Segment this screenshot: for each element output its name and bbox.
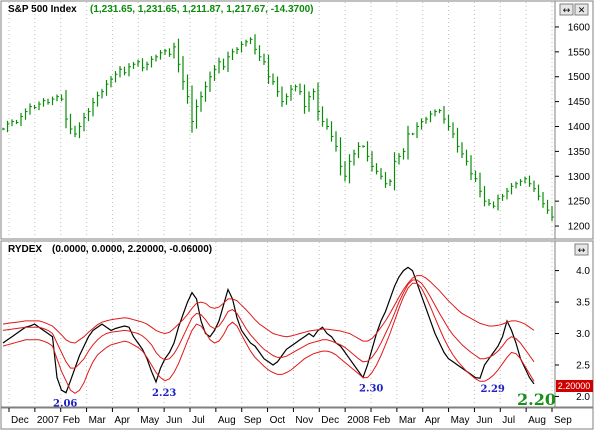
price-series [2, 34, 554, 222]
rydex-y-tick-label: 3.5 [576, 298, 590, 309]
last-value-label: 2.20000 [558, 381, 591, 391]
rydex-panel-frame [0, 240, 594, 408]
time-axis-label: Apr [114, 415, 130, 426]
rydex-ratio-line [2, 266, 535, 394]
rydex-y-tick-label: 2.0 [576, 392, 590, 403]
rydex-band-line [2, 275, 535, 344]
time-axis-label: Mar [399, 415, 417, 426]
rydex-y-tick-label: 4.0 [576, 266, 590, 277]
time-axis-label: 2007 [37, 415, 60, 426]
price-expand-icon: ↔ [563, 6, 571, 16]
price-close-icon: ✕ [578, 6, 586, 16]
low-annotation: 2.23 [152, 388, 176, 399]
time-axis-label: Dec [321, 415, 339, 426]
price-y-tick-label: 1600 [568, 22, 591, 33]
time-axis: Dec 2007 Feb Mar Apr May Jun Jul Aug Sep Oct Nov Dec… [0, 407, 594, 430]
price-y-tick-label: 1450 [568, 97, 591, 108]
time-axis-label: Jun [476, 415, 492, 426]
price-y-tick-label: 1300 [568, 172, 591, 183]
time-axis-label: Oct [270, 415, 286, 426]
time-axis-strip [0, 407, 594, 430]
rydex-annotations: 2.06 2.23 2.30 2.29 [53, 384, 505, 410]
last-value-badge [556, 380, 593, 392]
time-axis-label: Aug [528, 415, 546, 426]
rydex-band-line [2, 282, 535, 394]
price-y-tick-label: 1200 [568, 222, 591, 233]
price-y-tick-label: 1500 [568, 72, 591, 83]
price-grid [8, 2, 553, 238]
price-panel: 1200 1250 1300 1350 1400 1450 1500 1550 1600 S&P… [0, 0, 594, 240]
time-axis-ticks: Dec 2007 Feb Mar Apr May Jun Jul Aug Sep Oct Nov Dec… [8, 408, 572, 426]
rydex-title-name: RYDEX [8, 244, 42, 255]
price-close-button[interactable] [574, 3, 589, 16]
time-axis-label: Feb [63, 415, 81, 426]
time-axis-label: May [451, 415, 470, 426]
price-y-tick-label: 1550 [568, 47, 591, 58]
time-axis-label: Aug [218, 415, 236, 426]
rydex-grid [8, 242, 553, 406]
price-panel-frame [0, 0, 594, 240]
price-y-tick-label: 1250 [568, 197, 591, 208]
time-axis-label: Jul [192, 415, 205, 426]
time-axis-label: Feb [373, 415, 391, 426]
time-axis-label: Dec [11, 415, 29, 426]
time-axis-label: Jul [502, 415, 515, 426]
time-axis-label: Nov [295, 415, 313, 426]
low-annotation: 2.06 [53, 399, 77, 410]
rydex-expand-icon: ↔ [578, 246, 586, 256]
low-annotation: 2.29 [481, 384, 505, 395]
price-title-name: S&P 500 Index [8, 4, 77, 15]
rydex-band-line [2, 279, 535, 369]
rydex-y-tick-label: 3.0 [576, 329, 590, 340]
callout-value: 2.20 [517, 390, 556, 409]
time-axis-label: Jun [166, 415, 182, 426]
low-annotation: 2.30 [359, 384, 383, 395]
price-expand-button[interactable] [559, 3, 574, 16]
time-axis-label: 2008 [347, 415, 370, 426]
time-axis-label: May [140, 415, 159, 426]
rydex-y-axis: 2.0 2.5 3.0 3.5 4.0 [555, 266, 590, 403]
price-y-tick-label: 1400 [568, 122, 591, 133]
time-axis-label: Sep [554, 415, 572, 426]
price-y-axis: 1200 1250 1300 1350 1400 1450 1500 1550 1600 [555, 22, 591, 233]
rydex-series [2, 266, 535, 394]
rydex-panel: 2.0 2.5 3.0 3.5 4.0 2.06 2.23 2.30 2.29 RYDEX (… [0, 240, 594, 410]
price-y-tick-label: 1350 [568, 147, 591, 158]
price-title-values: (1,231.65, 1,231.65, 1,211.87, 1,217.67,… [90, 4, 314, 15]
rydex-title-values: (0.0000, 0.0000, 2.20000, -0.06000) [52, 244, 212, 255]
time-axis-label: Mar [89, 415, 107, 426]
rydex-expand-button[interactable] [574, 243, 589, 256]
time-axis-label: Sep [244, 415, 262, 426]
time-axis-label: Apr [425, 415, 441, 426]
rydex-y-tick-label: 2.5 [576, 360, 590, 371]
